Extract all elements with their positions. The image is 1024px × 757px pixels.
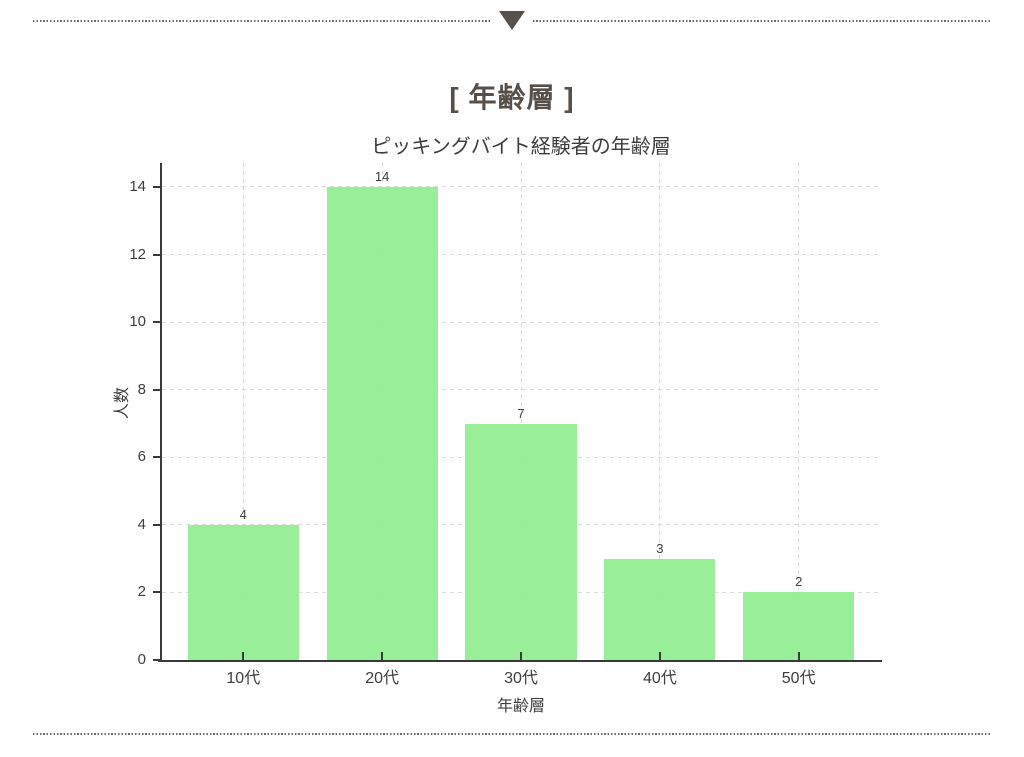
y-tick-label: 4 [137,515,146,533]
x-tick [242,652,245,660]
h-gridline [162,321,882,323]
y-tick-label: 0 [137,651,146,668]
bar-3 [465,423,577,660]
triangle-down-icon [499,11,525,30]
y-tick [153,456,160,459]
x-tick-label: 30代 [504,670,538,687]
y-tick-label: 2 [137,583,146,601]
v-gridline [659,163,661,660]
bar-value-label: 3 [656,540,664,556]
y-tick [153,659,160,661]
page-title: [ 年齢層 ] [449,82,575,113]
y-tick-label: 8 [137,380,146,398]
divider-marker [492,11,532,30]
y-tick [153,591,160,594]
x-tick [797,652,800,660]
y-tick-label: 6 [137,448,146,466]
chart-title: ピッキングバイト経験者の年齢層 [371,136,671,158]
bar-value-label: 2 [795,574,803,590]
bar-1 [187,524,299,660]
bar-4 [604,558,716,660]
dotted-divider-bottom [33,733,991,735]
plot-area: 人数 年齢層 0 2 4 6 8 10 12 14 10代 4 20代 14 30代 7 40代 3 50代 2 [114,163,882,715]
y-tick-label: 10 [129,313,146,331]
y-tick [153,388,160,391]
v-gridline [798,163,800,660]
bar-value-label: 7 [517,405,525,421]
x-tick-label: 20代 [365,670,400,687]
h-gridline [162,186,882,188]
y-tick [153,523,160,526]
bar-5 [743,592,855,660]
x-tick [381,652,384,660]
v-gridline [520,163,522,660]
y-axis-spine [160,163,162,660]
h-gridline [162,254,882,256]
bar-value-label: 14 [374,169,390,184]
bar-2 [326,187,438,660]
y-tick-label: 12 [129,245,146,263]
v-gridline [242,163,244,660]
y-tick [153,253,160,256]
y-tick [153,185,160,188]
x-tick-label: 50代 [781,670,816,687]
bar-value-label: 4 [239,506,247,522]
x-tick [520,652,522,660]
x-tick-label: 40代 [642,670,677,687]
x-tick-label: 10代 [226,670,261,687]
x-tick [658,652,661,660]
h-gridline [162,389,882,391]
x-axis-label: 年齢層 [496,698,545,715]
y-tick [153,321,160,324]
y-tick-label: 14 [129,177,146,195]
x-axis-spine [158,660,882,662]
